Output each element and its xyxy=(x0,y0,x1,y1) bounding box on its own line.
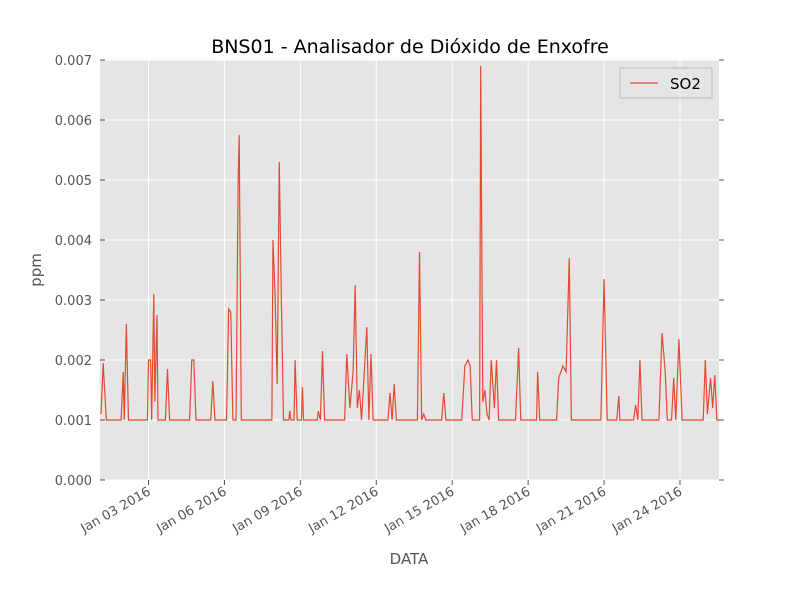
x-tick-label: Jan 06 2016 xyxy=(154,484,230,536)
y-tick-label: 0.005 xyxy=(55,174,92,189)
y-tick-label: 0.004 xyxy=(55,234,92,249)
x-tick-label: Jan 15 2016 xyxy=(381,484,457,536)
x-tick-label: Jan 24 2016 xyxy=(609,484,685,536)
x-tick-label: Jan 18 2016 xyxy=(457,484,533,536)
y-tick-label: 0.002 xyxy=(55,354,92,369)
chart-title: BNS01 - Analisador de Dióxido de Enxofre xyxy=(211,36,609,58)
x-axis-label: DATA xyxy=(390,550,429,568)
y-axis-label: ppm xyxy=(27,253,45,287)
x-tick-label: Jan 12 2016 xyxy=(305,484,381,536)
x-tick-label: Jan 09 2016 xyxy=(229,484,305,536)
legend: SO2 xyxy=(619,67,713,99)
y-tick-label: 0.001 xyxy=(55,414,92,429)
legend-label: SO2 xyxy=(670,75,701,93)
x-tick-label: Jan 03 2016 xyxy=(78,484,154,536)
y-tick-label: 0.003 xyxy=(55,294,92,309)
y-tick-label: 0.006 xyxy=(55,114,92,129)
y-tick-label: 0.000 xyxy=(55,474,92,489)
plot-background xyxy=(100,60,719,480)
x-tick-label: Jan 21 2016 xyxy=(533,484,609,536)
y-tick-label: 0.007 xyxy=(55,54,92,69)
marks xyxy=(100,65,719,421)
data-line xyxy=(100,65,719,421)
